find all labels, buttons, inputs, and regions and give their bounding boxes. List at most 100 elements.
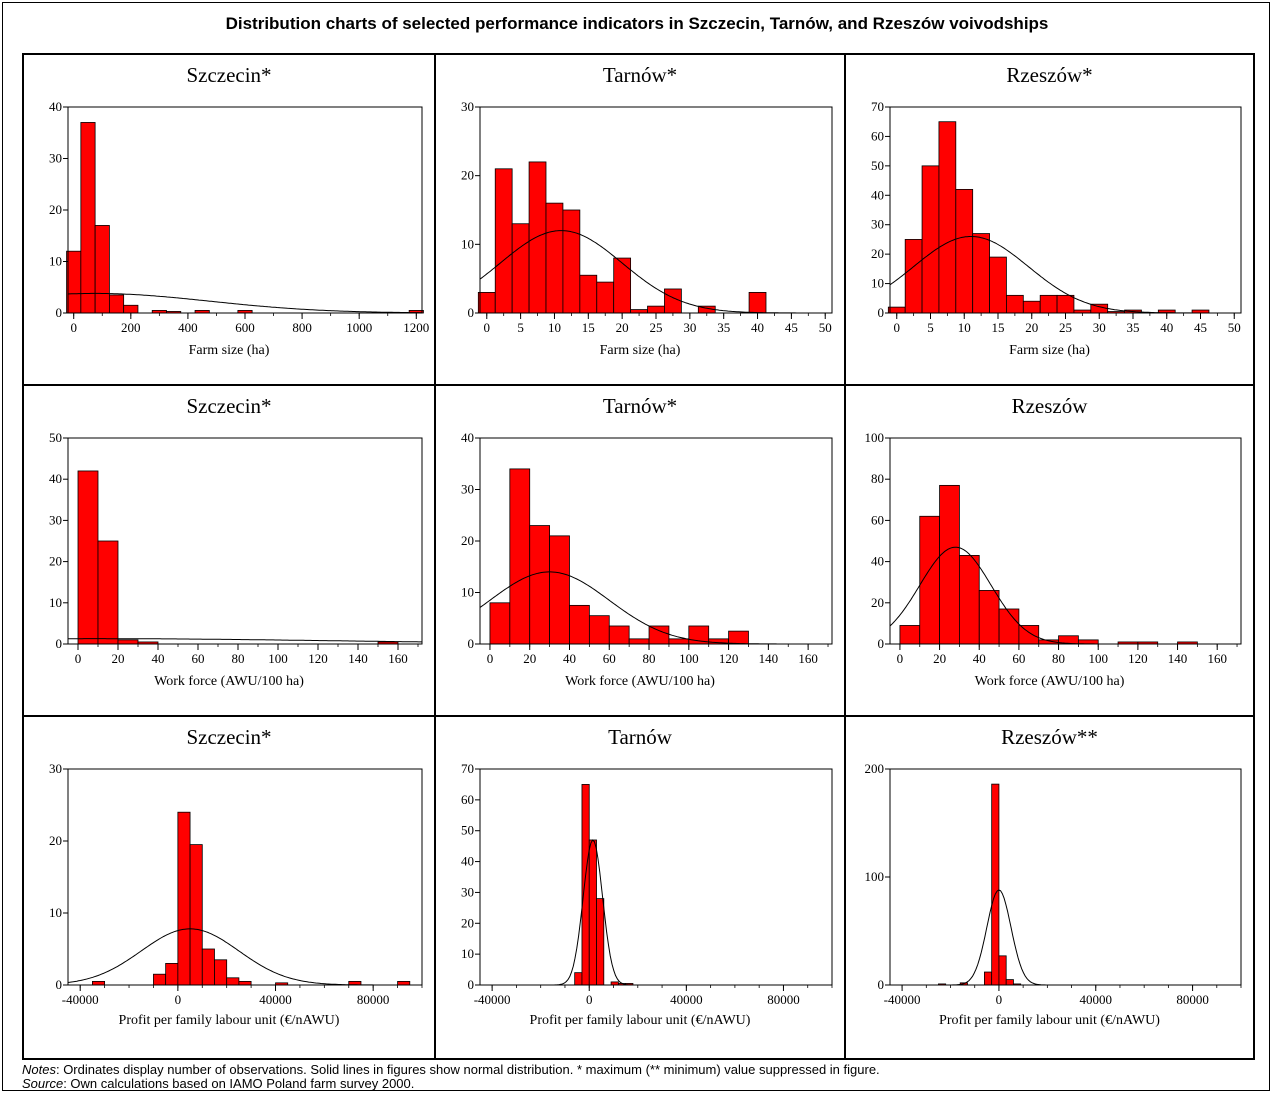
x-tick-label: 80000	[357, 992, 390, 1007]
histogram-bar	[66, 250, 82, 314]
plot-frame	[67, 768, 423, 986]
histogram-bar	[1039, 294, 1058, 314]
histogram-bar	[647, 305, 665, 314]
histogram-bar	[189, 844, 203, 986]
histogram-bar	[549, 535, 570, 645]
y-tick-label: 20	[871, 246, 884, 261]
histogram-bar	[728, 630, 749, 645]
y-tick-label: 0	[878, 977, 885, 992]
y-tick-label: 0	[468, 636, 475, 651]
x-tick-label: 800	[292, 320, 312, 335]
histogram-bar	[574, 972, 583, 986]
x-tick-label: 160	[388, 651, 408, 666]
histogram-bar	[904, 239, 923, 314]
histogram-bar	[97, 540, 119, 645]
y-tick-label: 30	[461, 884, 474, 899]
x-axis-label: Work force (AWU/100 ha)	[974, 674, 1125, 689]
y-tick-label: 50	[871, 158, 884, 173]
plot-frame	[479, 768, 833, 986]
y-tick-label: 20	[461, 533, 474, 548]
histogram-bar	[887, 306, 906, 314]
notes-line: Notes: Ordinates display number of obser…	[22, 1063, 880, 1077]
x-tick-label: 160	[1207, 651, 1227, 666]
histogram-bar	[1056, 294, 1075, 314]
histogram-bar	[214, 959, 228, 986]
histogram-bar	[978, 590, 1000, 645]
y-tick-label: 10	[49, 254, 62, 269]
chart-panel: Rzeszów 0 20 40 60 80 100 0 20 40 60 80 100 120 140 160…	[844, 384, 1255, 717]
x-tick-label: 80	[643, 651, 656, 666]
histogram-bar	[991, 783, 1000, 986]
x-tick-label: 160	[798, 651, 818, 666]
histogram-bar	[1022, 300, 1041, 314]
x-tick-label: 0	[996, 992, 1003, 1007]
histogram-bar	[94, 225, 110, 314]
chart-svg: 0 10 20 30 40 0 20 40 60 80 100 120 140 160	[461, 430, 833, 666]
histogram-bar	[153, 973, 167, 986]
y-tick-label: 80	[871, 471, 884, 486]
x-tick-label: 25	[650, 320, 663, 335]
chart-title: Szczecin*	[186, 394, 272, 418]
y-tick-label: 30	[871, 217, 884, 232]
chart-panel: Szczecin* 0 10 20 30 -40000 0 40000 80000 Profit …	[22, 715, 436, 1060]
x-tick-label: 0	[897, 651, 904, 666]
x-tick-label: 40000	[1080, 992, 1113, 1007]
histogram-bar	[998, 955, 1007, 986]
histogram-bar	[511, 223, 530, 314]
y-tick-label: 70	[461, 761, 474, 776]
x-tick-label: 20	[523, 651, 536, 666]
x-tick-label: 100	[268, 651, 288, 666]
x-axis-label: Profit per family labour unit (€/nAWU)	[939, 1013, 1160, 1028]
histogram-bar	[959, 555, 980, 645]
histogram-bar	[921, 165, 940, 314]
histogram-bar	[562, 209, 581, 314]
x-tick-label: 40	[1160, 320, 1173, 335]
histogram-bar	[955, 188, 974, 314]
x-axis-label: Work force (AWU/100 ha)	[154, 674, 304, 689]
y-tick-label: 50	[49, 430, 62, 445]
histogram-bar	[998, 608, 1020, 645]
plot-frame	[889, 768, 1242, 986]
y-tick-label: 40	[49, 471, 62, 486]
figure-title: Distribution charts of selected performa…	[225, 14, 1049, 33]
x-tick-label: 80	[232, 651, 245, 666]
y-tick-label: 20	[49, 202, 62, 217]
x-tick-label: 0	[586, 992, 593, 1007]
x-tick-label: 40	[973, 651, 986, 666]
x-tick-label: 35	[1127, 320, 1140, 335]
histogram-bar	[509, 468, 531, 645]
x-tick-label: 0	[487, 651, 494, 666]
histogram-bar	[972, 233, 990, 314]
histogram-bar	[226, 977, 240, 986]
chart-svg: 0 20 40 60 80 100 0 20 40 60 80 100 120 140 160	[865, 430, 1242, 666]
chart-title: Rzeszów**	[1001, 725, 1098, 749]
notes-label: Notes	[22, 1062, 56, 1077]
x-tick-label: 100	[679, 651, 699, 666]
x-tick-label: 140	[348, 651, 368, 666]
y-tick-label: 60	[871, 128, 884, 143]
y-tick-label: 0	[468, 305, 475, 320]
y-tick-label: 70	[871, 99, 884, 114]
y-tick-label: 40	[871, 554, 884, 569]
y-tick-label: 40	[49, 99, 62, 114]
histogram-bar	[596, 898, 605, 986]
x-tick-label: 60	[192, 651, 205, 666]
x-tick-label: 60	[1012, 651, 1025, 666]
y-tick-label: 50	[461, 823, 474, 838]
histogram-bar	[938, 121, 957, 314]
x-tick-label: 5	[517, 320, 524, 335]
y-tick-label: 10	[871, 276, 884, 291]
x-tick-label: 35	[717, 320, 730, 335]
histogram-bar	[80, 122, 96, 314]
x-tick-label: 20	[112, 651, 125, 666]
y-tick-label: 40	[461, 430, 474, 445]
x-tick-label: 20	[616, 320, 629, 335]
chart-title: Rzeszów*	[1006, 63, 1093, 87]
chart-title: Szczecin*	[186, 63, 272, 87]
y-tick-label: 20	[871, 595, 884, 610]
